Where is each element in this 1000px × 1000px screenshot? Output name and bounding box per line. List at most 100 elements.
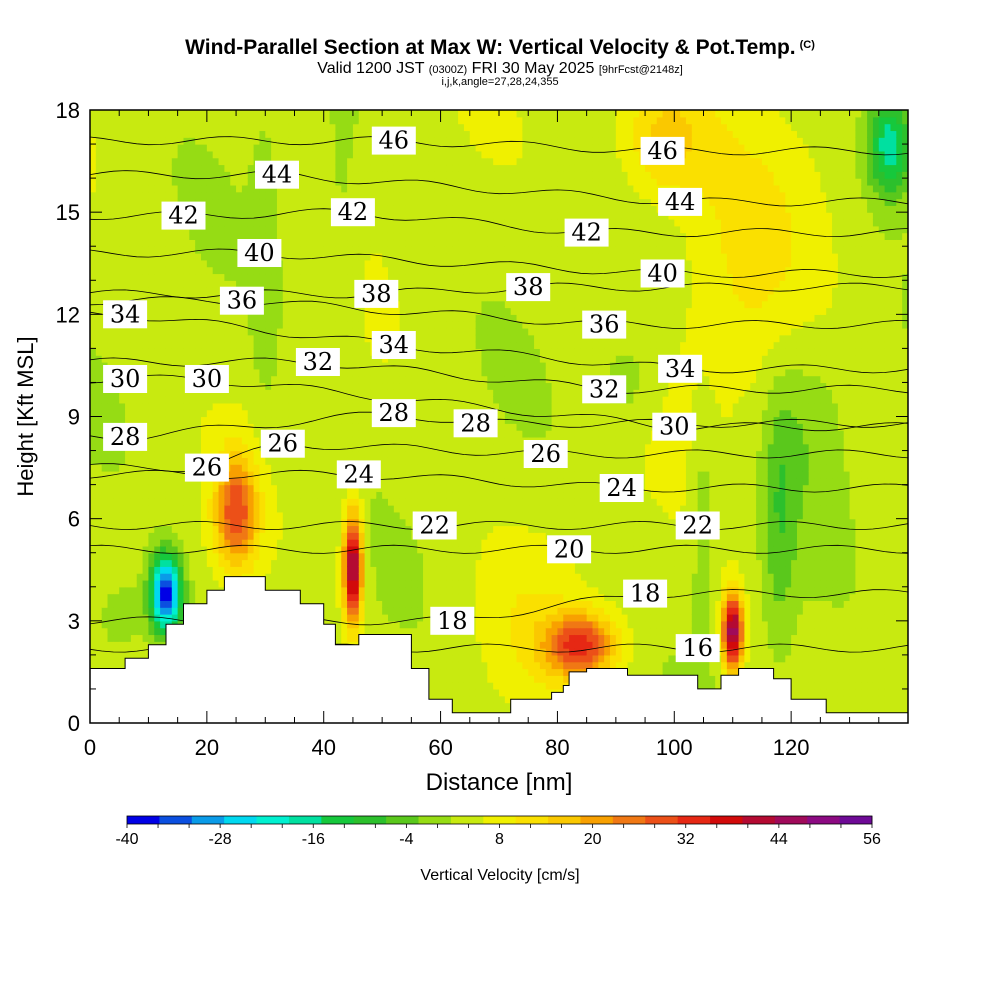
theta-contour-42 <box>90 208 908 238</box>
contour-label: 36 <box>219 286 264 315</box>
colorbar-swatch <box>191 816 225 824</box>
contour-label-box <box>354 279 399 308</box>
contour-label-box <box>523 440 568 468</box>
colorbar-tick-label: 44 <box>770 831 788 848</box>
contour-label-text: 28 <box>460 409 491 437</box>
contour-label-text: 44 <box>262 161 293 189</box>
colorbar-swatch <box>450 816 484 824</box>
contour-label-box <box>599 474 644 502</box>
y-tick-label: 18 <box>56 98 80 123</box>
contour-label-text: 16 <box>682 634 713 662</box>
contour-label-box <box>506 273 551 302</box>
theta-contour-28 <box>90 411 908 442</box>
x-tick-label: 0 <box>84 735 96 760</box>
title-text: Wind-Parallel Section at Max W: Vertical… <box>185 36 796 59</box>
contour-label-box <box>371 331 416 359</box>
colorbar-swatch <box>677 816 711 824</box>
contour-label-box <box>295 348 340 376</box>
contour-label-box <box>255 160 299 189</box>
valid-prefix: Valid 1200 JST <box>317 60 425 77</box>
contour-label-text: 22 <box>682 512 713 540</box>
contour-label-text: 42 <box>338 198 369 226</box>
contour-label-box <box>184 453 229 482</box>
contour-label: 26 <box>260 429 305 458</box>
contour-label-box <box>430 606 475 635</box>
valid-date: FRI 30 May 2025 <box>471 60 595 77</box>
contour-label-box <box>103 365 148 393</box>
theta-contour-46 <box>90 136 908 156</box>
colorbar-swatch <box>288 816 322 824</box>
contour-label-box <box>184 365 229 393</box>
colorbar-tick-label: -4 <box>399 831 413 848</box>
theta-contour-44 <box>90 170 908 207</box>
grid-info: i,j,k,angle=27,28,24,355 <box>441 76 559 88</box>
colorbar-swatch <box>839 816 873 824</box>
contour-label: 42 <box>330 198 375 227</box>
contour-label-box <box>640 136 685 165</box>
contour-label-text: 26 <box>268 430 299 458</box>
y-tick-label: 0 <box>68 711 80 736</box>
x-tick-label: 100 <box>656 735 693 760</box>
contour-label-box <box>652 412 697 441</box>
contour-label: 36 <box>582 310 627 339</box>
theta-contour-22 <box>90 520 908 531</box>
contour-label-box <box>371 399 416 428</box>
x-tick-label: 40 <box>311 735 335 760</box>
contour-label-text: 38 <box>513 273 544 301</box>
contour-label: 20 <box>547 535 592 564</box>
contour-labels: 46 46 44 44 42 42 42 40 40 38 38 36 36 34 34 34 32 32 30 30… <box>103 126 720 663</box>
colorbar-swatch <box>159 816 193 824</box>
contour-label-text: 40 <box>647 260 678 288</box>
colorbar-swatch <box>386 816 419 824</box>
theta-contour-40 <box>90 248 908 278</box>
colorbar-swatch <box>580 816 614 824</box>
contour-label-box <box>161 201 206 230</box>
y-tick-label: 3 <box>68 609 80 634</box>
theta-contour-20 <box>90 544 908 554</box>
terrain-mask <box>90 576 908 723</box>
contour-label-text: 28 <box>379 399 410 427</box>
contour-label: 38 <box>506 273 551 302</box>
contour-label-text: 20 <box>554 535 585 563</box>
contour-label: 44 <box>658 187 703 216</box>
colorbar-tick-label: 8 <box>495 831 504 848</box>
contour-label-box <box>103 422 148 451</box>
contour-label: 28 <box>103 422 148 451</box>
contour-label-text: 46 <box>379 127 410 155</box>
x-axis-label: Distance [nm] <box>426 769 573 796</box>
contour-label: 26 <box>523 440 568 468</box>
contour-label: 18 <box>430 606 475 635</box>
y-axis-label: Height [Kft MSL] <box>13 336 38 496</box>
y-tick-label: 12 <box>56 302 80 327</box>
contour-label-text: 22 <box>419 512 450 540</box>
y-tick-label: 9 <box>68 405 80 430</box>
valid-time-line: Valid 1200 JST (0300Z) FRI 30 May 2025 [… <box>0 60 1000 78</box>
colorbar-swatch <box>321 816 355 824</box>
contour-label-box <box>219 286 264 315</box>
x-tick-label: 20 <box>195 735 219 760</box>
contour-label-box <box>412 511 457 540</box>
contour-label: 30 <box>652 412 697 441</box>
contour-label-box <box>330 198 375 227</box>
contour-label: 26 <box>184 453 229 482</box>
colorbar-tick-label: -16 <box>302 831 325 848</box>
contour-label-box <box>237 239 282 267</box>
contour-label-box <box>582 375 627 404</box>
contour-label: 38 <box>354 279 399 308</box>
contour-label: 30 <box>184 365 229 393</box>
colorbar-swatch <box>418 816 452 824</box>
colorbar-swatch <box>515 816 549 824</box>
contour-label-text: 32 <box>303 348 334 376</box>
contour-label-box <box>260 429 305 458</box>
chart-title: Wind-Parallel Section at Max W: Vertical… <box>0 36 1000 60</box>
contour-label: 44 <box>255 160 299 189</box>
colorbar-tick-label: 20 <box>584 831 602 848</box>
contour-label-text: 24 <box>606 474 637 502</box>
contour-label: 42 <box>564 218 609 247</box>
contour-label-text: 40 <box>244 239 275 267</box>
colorbar-swatch <box>548 816 581 824</box>
contour-label: 46 <box>371 126 416 155</box>
contour-label: 40 <box>237 239 282 267</box>
contour-label-text: 42 <box>571 219 602 247</box>
colorbar-swatch <box>483 816 517 824</box>
